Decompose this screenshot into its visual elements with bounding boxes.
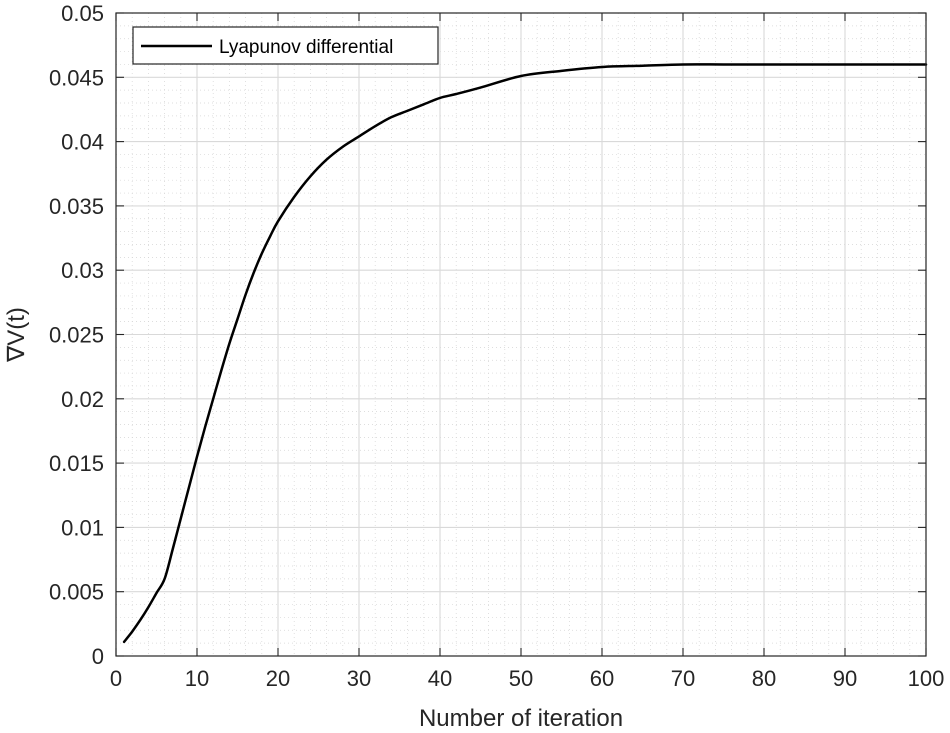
x-tick-label: 60 <box>590 666 614 691</box>
x-tick-label: 0 <box>110 666 122 691</box>
legend: Lyapunov differential <box>132 26 439 65</box>
x-tick-label: 100 <box>908 666 945 691</box>
tick-layer: 0 10 20 30 40 50 60 70 80 90 100 0 0.005 0.01 0.015 0.0… <box>49 1 944 691</box>
x-tick-label: 20 <box>266 666 290 691</box>
y-tick-label: 0.01 <box>61 515 104 540</box>
y-tick-label: 0.005 <box>49 580 104 605</box>
y-tick-label: 0.05 <box>61 1 104 26</box>
y-tick-label: 0.025 <box>49 323 104 348</box>
legend-label: Lyapunov differential <box>219 37 393 58</box>
y-tick-label: 0 <box>92 644 104 669</box>
y-axis-title: ∇V(t) <box>3 307 30 363</box>
x-tick-label: 30 <box>347 666 371 691</box>
x-tick-label: 90 <box>833 666 857 691</box>
y-tick-label: 0.035 <box>49 194 104 219</box>
x-tick-label: 70 <box>671 666 695 691</box>
x-tick-label: 80 <box>752 666 776 691</box>
y-tick-label: 0.03 <box>61 258 104 283</box>
y-tick-label: 0.045 <box>49 65 104 90</box>
x-tick-label: 10 <box>185 666 209 691</box>
x-tick-label: 50 <box>509 666 533 691</box>
y-tick-label: 0.02 <box>61 387 104 412</box>
x-tick-label: 40 <box>428 666 452 691</box>
y-tick-label: 0.015 <box>49 451 104 476</box>
series-line-lyapunov-differential <box>122 63 928 644</box>
x-axis-title: Number of iteration <box>419 705 623 732</box>
series-layer <box>122 63 928 644</box>
y-tick-label: 0.04 <box>61 130 104 155</box>
